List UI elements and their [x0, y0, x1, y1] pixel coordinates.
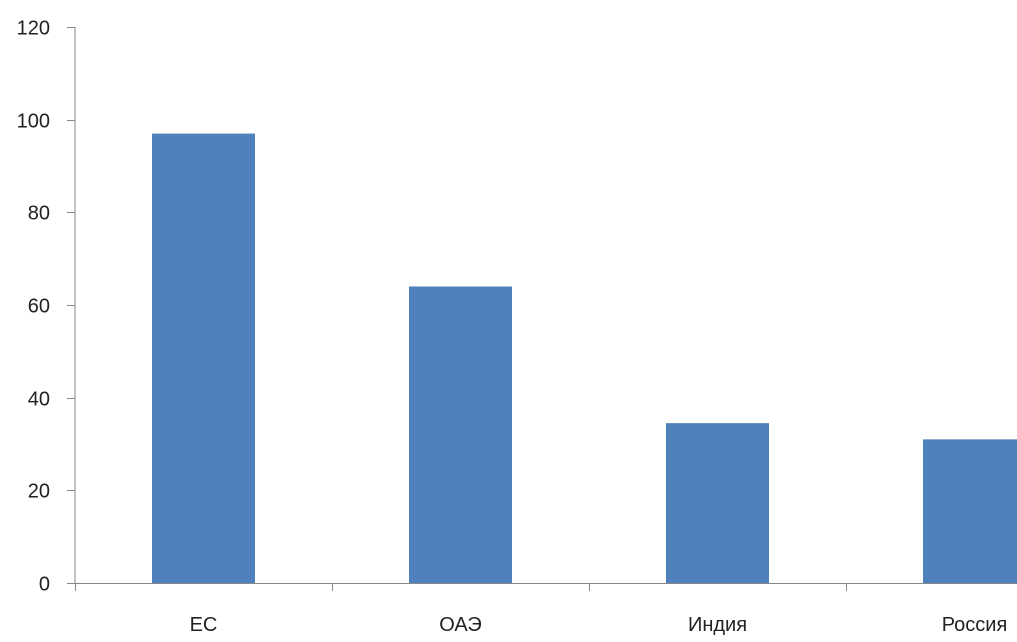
y-tick-label: 20 [28, 481, 50, 503]
bars [152, 133, 1017, 584]
y-tick-label: 120 [17, 18, 50, 40]
y-tick-label: 60 [28, 296, 50, 318]
x-tick-label: Россия [942, 614, 1008, 636]
x-tick-label: Индия [688, 614, 747, 636]
bar-2 [409, 286, 512, 583]
y-tick-label: 40 [28, 389, 50, 411]
y-tick-label: 0 [39, 574, 50, 596]
y-tick-label: 100 [17, 111, 50, 133]
bar-1 [152, 133, 255, 584]
x-axis: ЕС ОАЭ Индия Россия [75, 583, 1017, 636]
y-tick-label: 80 [28, 203, 50, 225]
x-tick-label: ОАЭ [439, 614, 481, 636]
x-tick-label: ЕС [190, 614, 218, 636]
bar-3 [666, 423, 769, 583]
bar-4 [923, 439, 1017, 583]
y-axis: 0 20 40 60 80 100 120 [17, 18, 76, 596]
